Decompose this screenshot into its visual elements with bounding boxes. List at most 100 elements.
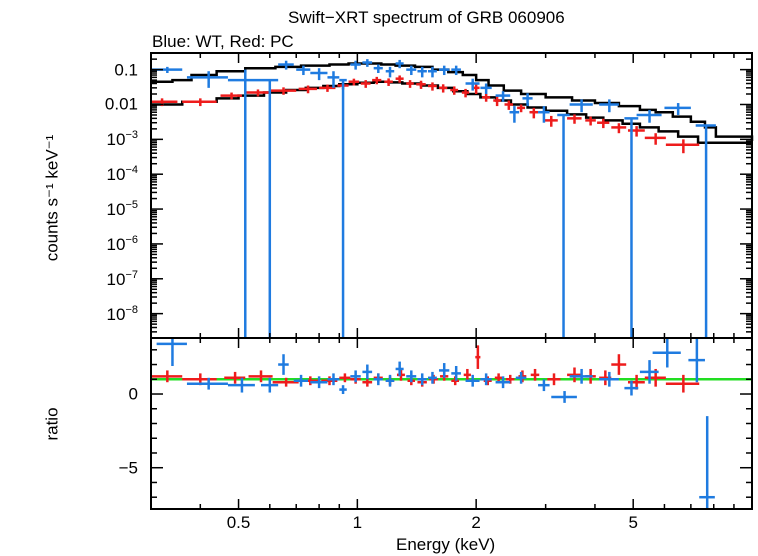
bottom-y-tick-label: 0	[128, 384, 138, 404]
wt-spectrum-point	[636, 109, 662, 123]
wt-ratio-point	[186, 377, 228, 390]
pc-spectrum-point	[567, 114, 582, 124]
pc-ratio-point	[567, 367, 582, 383]
wt-spectrum-point	[522, 93, 533, 107]
pc-spectrum-point	[665, 139, 700, 154]
bottom-y-axis-label-text: ratio	[42, 407, 62, 441]
wt-ratio-point	[278, 354, 289, 375]
pc-ratio-point	[665, 374, 700, 393]
pc-data-layer	[151, 75, 700, 393]
wt-spectrum-point	[296, 65, 311, 76]
wt-spectrum-point	[495, 91, 511, 102]
top-y-tick-label: 10−6	[106, 234, 138, 254]
wt-spectrum-point	[373, 64, 383, 74]
wt-spectrum-point	[339, 78, 347, 338]
pc-spectrum-point	[182, 98, 217, 107]
wt-spectrum-point	[362, 59, 373, 67]
wt-ratio-point	[652, 338, 681, 368]
pc-ratio-point	[248, 370, 273, 383]
pc-spectrum-point	[406, 80, 414, 88]
wt-ratio-point	[156, 338, 187, 367]
pc-spectrum-point	[427, 82, 437, 91]
wt-ratio-point	[417, 373, 427, 386]
pc-spectrum-point	[611, 123, 627, 134]
pc-spectrum-point	[220, 92, 242, 100]
x-tick-label: 0.5	[226, 513, 251, 532]
wt-ratio-point	[688, 338, 705, 383]
pc-ratio-point	[396, 368, 405, 381]
wt-ratio-point	[569, 368, 593, 384]
top-y-tick-label: 10−7	[106, 268, 138, 289]
wt-spectrum-point	[664, 103, 691, 115]
wt-spectrum-point	[480, 83, 492, 94]
wt-ratio-point	[227, 377, 255, 393]
wt-spectrum-point	[465, 78, 480, 91]
pc-spectrum-point	[517, 104, 526, 113]
pc-spectrum-point	[493, 96, 501, 107]
pc-spectrum-point	[482, 93, 491, 102]
wt-spectrum-point	[599, 99, 619, 113]
wt-ratio-point	[551, 391, 577, 403]
wt-ratio-point	[699, 416, 715, 509]
bottom-y-axis-label: ratio	[42, 407, 62, 441]
chart-title: Swift−XRT spectrum of GRB 060906	[288, 8, 565, 27]
wt-ratio-point	[639, 360, 659, 384]
wt-spectrum-point	[569, 99, 593, 113]
wt-ratio-point	[451, 366, 461, 381]
pc-spectrum-point	[544, 115, 558, 127]
bottom-y-tick-label: −5	[118, 458, 138, 478]
pc-spectrum-point	[585, 116, 596, 126]
wt-spectrum-point	[327, 71, 340, 88]
wt-ratio-point	[406, 370, 417, 383]
pc-ratio-point	[518, 370, 527, 383]
top-y-tick-label: 0.1	[114, 60, 138, 80]
wt-ratio-point	[599, 371, 619, 387]
wt-spectrum-point	[395, 59, 404, 69]
pc-spectrum-point	[348, 78, 360, 86]
pc-spectrum-point	[416, 80, 426, 89]
wt-spectrum-point	[227, 69, 262, 338]
pc-spectrum-point	[529, 107, 539, 119]
wt-spectrum-point	[310, 68, 328, 81]
wt-ratio-point	[438, 363, 450, 378]
pc-spectrum-point	[450, 86, 459, 95]
chart-subtitle: Blue: WT, Red: PC	[152, 32, 294, 51]
pc-spectrum-point	[504, 100, 514, 110]
top-y-tick-label: 0.01	[104, 94, 138, 114]
wt-spectrum-point	[451, 65, 461, 76]
top-y-tick-label: 10−5	[106, 199, 138, 219]
top-y-tick-label: 10−3	[106, 129, 138, 150]
pc-spectrum-point	[384, 78, 393, 86]
x-tick-label: 1	[352, 513, 363, 532]
wt-spectrum-point	[417, 66, 427, 78]
wt-ratio-point	[624, 380, 639, 396]
wt-ratio-point	[293, 374, 309, 387]
wt-ratio-point	[339, 385, 347, 395]
pc-ratio-point	[339, 373, 351, 383]
wt-ratio-point	[373, 373, 383, 386]
pc-ratio-point	[321, 376, 338, 386]
wt-ratio-point	[327, 373, 340, 386]
wt-spectrum-point	[406, 65, 417, 76]
wt-spectrum-point	[278, 60, 294, 70]
pc-ratio-point	[475, 345, 481, 369]
wt-ratio-point	[310, 376, 328, 389]
wt-ratio-point	[515, 371, 527, 384]
wt-spectrum-point	[350, 60, 361, 70]
frame-layer	[150, 52, 753, 510]
pc-spectrum-point	[269, 87, 297, 95]
pc-ratio-point	[463, 368, 471, 381]
x-axis-label: Energy (keV)	[396, 535, 496, 554]
model-line-wt	[151, 62, 754, 141]
pc-spectrum-point	[395, 75, 404, 83]
pc-ratio-point	[611, 354, 627, 375]
x-tick-label: 2	[471, 513, 481, 532]
pc-spectrum-point	[438, 84, 448, 93]
pc-ratio-point	[151, 370, 183, 383]
top-y-axis-label: counts s⁻¹ keV⁻¹	[43, 135, 62, 262]
wt-ratio-point	[480, 373, 492, 386]
wt-ratio-point	[395, 361, 404, 377]
pc-ratio-point	[362, 377, 373, 387]
wt-spectrum-point	[695, 124, 716, 338]
wt-ratio-point	[350, 370, 361, 383]
